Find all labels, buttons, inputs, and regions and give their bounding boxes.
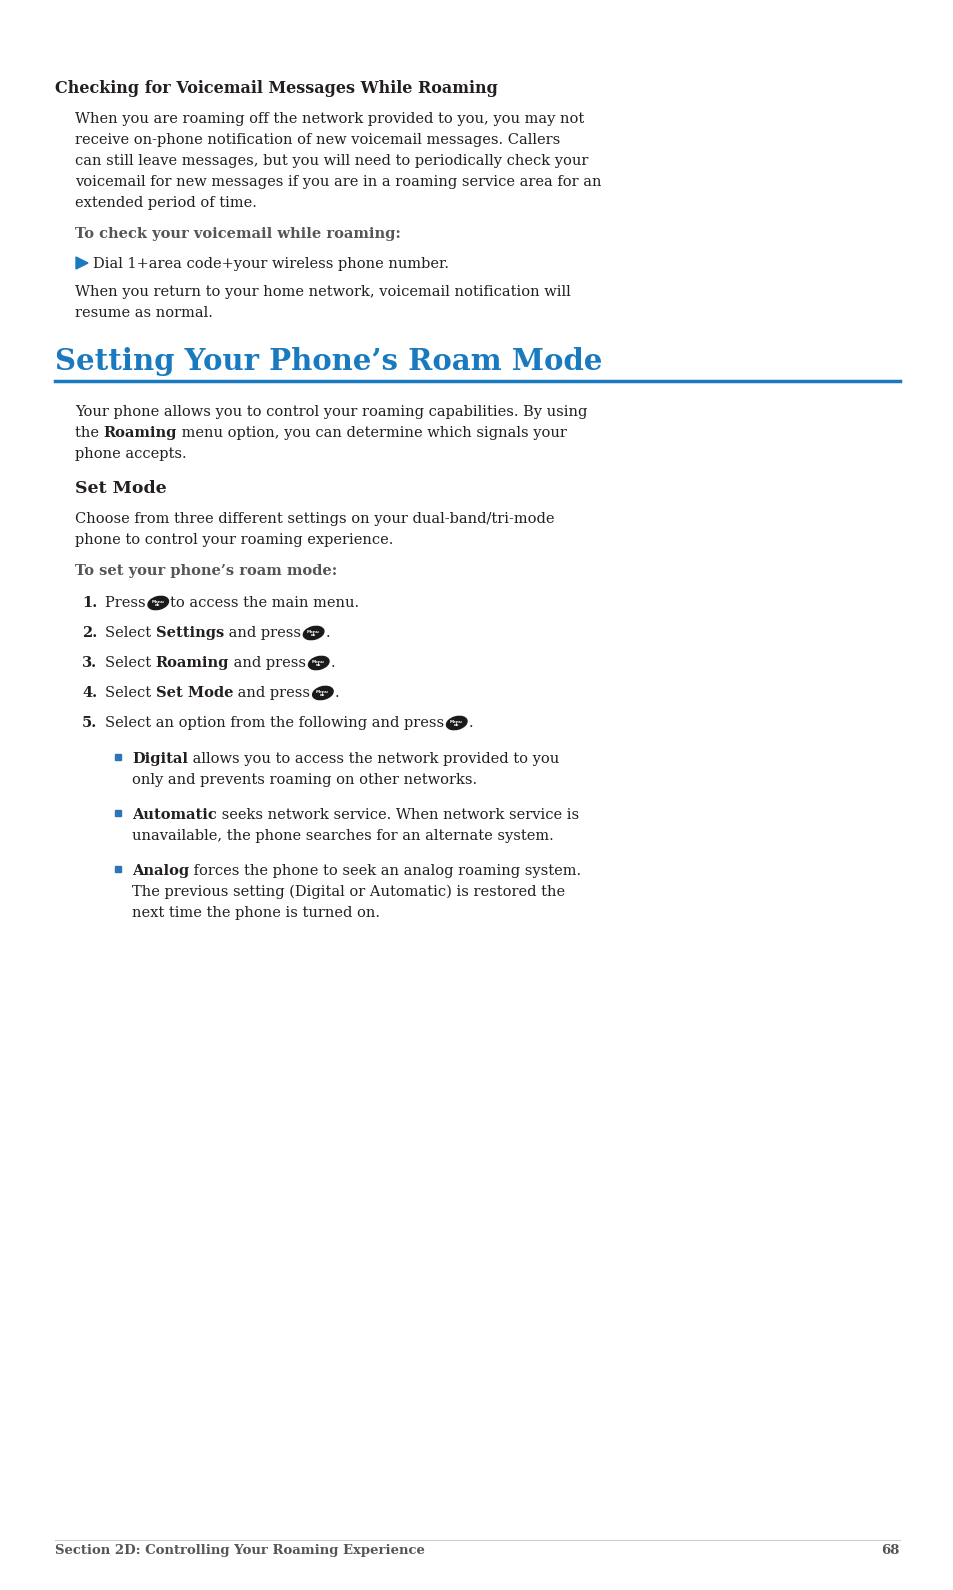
Text: voicemail for new messages if you are in a roaming service area for an: voicemail for new messages if you are in… — [75, 175, 601, 189]
Text: Your phone allows you to control your roaming capabilities. By using: Your phone allows you to control your ro… — [75, 405, 587, 420]
Text: to access the main menu.: to access the main menu. — [170, 596, 359, 611]
Text: Roaming: Roaming — [104, 426, 177, 440]
Text: Select an option from the following and press: Select an option from the following and … — [105, 716, 448, 730]
Text: ok: ok — [310, 633, 315, 638]
Ellipse shape — [313, 687, 333, 700]
Text: When you are roaming off the network provided to you, you may not: When you are roaming off the network pro… — [75, 111, 583, 126]
Ellipse shape — [303, 626, 324, 639]
Text: allows you to access the network provided to you: allows you to access the network provide… — [188, 752, 558, 766]
Bar — [115, 809, 121, 816]
Text: Dial 1+area code+your wireless phone number.: Dial 1+area code+your wireless phone num… — [92, 258, 449, 270]
Text: extended period of time.: extended period of time. — [75, 196, 256, 210]
Text: .: . — [335, 685, 339, 700]
Text: next time the phone is turned on.: next time the phone is turned on. — [132, 906, 379, 921]
Text: ok: ok — [453, 723, 458, 728]
Text: can still leave messages, but you will need to periodically check your: can still leave messages, but you will n… — [75, 154, 588, 169]
Text: 5.: 5. — [82, 716, 97, 730]
Text: To set your phone’s roam mode:: To set your phone’s roam mode: — [75, 564, 337, 579]
Text: .: . — [325, 626, 330, 641]
Text: To check your voicemail while roaming:: To check your voicemail while roaming: — [75, 227, 400, 242]
Text: and press: and press — [224, 626, 305, 641]
Text: .: . — [331, 657, 335, 669]
Text: 4.: 4. — [82, 685, 97, 700]
Text: forces the phone to seek an analog roaming system.: forces the phone to seek an analog roami… — [189, 863, 580, 878]
Text: Set Mode: Set Mode — [155, 685, 233, 700]
Text: Digital: Digital — [132, 752, 188, 766]
Text: Menu: Menu — [450, 720, 462, 723]
Text: Menu: Menu — [315, 690, 329, 695]
Ellipse shape — [446, 717, 467, 730]
Text: Press: Press — [105, 596, 150, 611]
Text: ok: ok — [319, 693, 325, 698]
Text: Checking for Voicemail Messages While Roaming: Checking for Voicemail Messages While Ro… — [55, 80, 497, 97]
Text: Menu: Menu — [152, 599, 164, 604]
Text: and press: and press — [229, 657, 311, 669]
Bar — [115, 754, 121, 760]
Text: receive on-phone notification of new voicemail messages. Callers: receive on-phone notification of new voi… — [75, 134, 559, 146]
Text: only and prevents roaming on other networks.: only and prevents roaming on other netwo… — [132, 773, 476, 787]
Text: 1.: 1. — [82, 596, 97, 611]
Text: Automatic: Automatic — [132, 808, 216, 822]
Text: Select: Select — [105, 685, 155, 700]
Bar — [115, 867, 121, 871]
Text: seeks network service. When network service is: seeks network service. When network serv… — [216, 808, 578, 822]
Text: .: . — [468, 716, 473, 730]
Text: 2.: 2. — [82, 626, 97, 641]
Text: and press: and press — [233, 685, 314, 700]
Text: the: the — [75, 426, 104, 440]
Polygon shape — [76, 258, 88, 269]
Text: Select: Select — [105, 657, 155, 669]
Text: ok: ok — [155, 604, 160, 607]
Text: unavailable, the phone searches for an alternate system.: unavailable, the phone searches for an a… — [132, 828, 553, 843]
Text: Select: Select — [105, 626, 155, 641]
Text: Setting Your Phone’s Roam Mode: Setting Your Phone’s Roam Mode — [55, 347, 601, 375]
Ellipse shape — [308, 657, 329, 669]
Text: menu option, you can determine which signals your: menu option, you can determine which sig… — [177, 426, 566, 440]
Text: Analog: Analog — [132, 863, 189, 878]
Text: resume as normal.: resume as normal. — [75, 305, 213, 320]
Text: 3.: 3. — [82, 657, 97, 669]
Text: Set Mode: Set Mode — [75, 480, 167, 498]
Text: The previous setting (Digital or Automatic) is restored the: The previous setting (Digital or Automat… — [132, 886, 564, 900]
Text: Menu: Menu — [306, 630, 319, 634]
Text: Settings: Settings — [155, 626, 224, 641]
Text: ok: ok — [315, 663, 320, 668]
Text: phone accepts.: phone accepts. — [75, 447, 187, 461]
Text: Choose from three different settings on your dual-band/tri-mode: Choose from three different settings on … — [75, 512, 554, 526]
Text: phone to control your roaming experience.: phone to control your roaming experience… — [75, 533, 393, 547]
Text: Menu: Menu — [312, 660, 324, 665]
Text: When you return to your home network, voicemail notification will: When you return to your home network, vo… — [75, 285, 570, 299]
Ellipse shape — [148, 596, 169, 609]
Text: 68: 68 — [881, 1544, 899, 1557]
Text: Roaming: Roaming — [155, 657, 229, 669]
Text: Section 2D: Controlling Your Roaming Experience: Section 2D: Controlling Your Roaming Exp… — [55, 1544, 424, 1557]
